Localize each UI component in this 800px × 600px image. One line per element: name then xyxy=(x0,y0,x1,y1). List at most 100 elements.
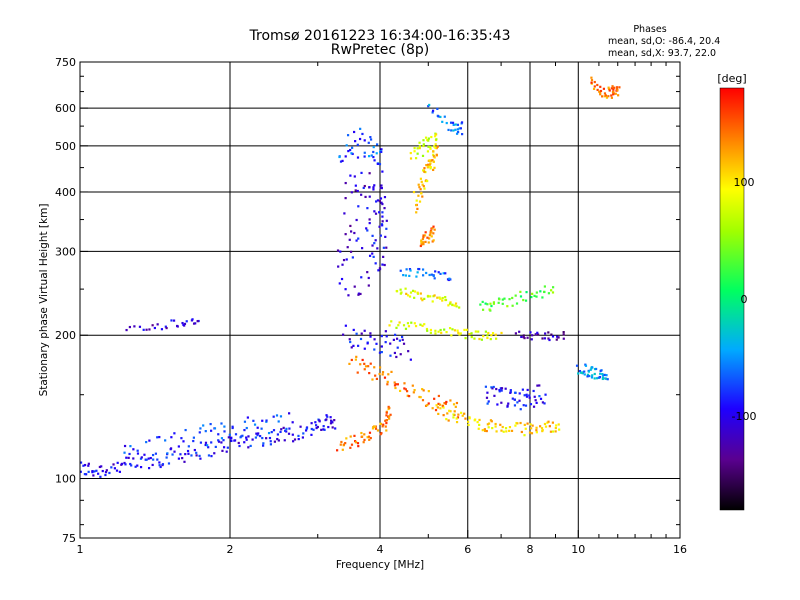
echo-point xyxy=(554,430,557,433)
echo-point xyxy=(538,395,541,398)
echo-point xyxy=(316,425,319,429)
echo-point xyxy=(171,453,174,456)
echo-point xyxy=(356,143,359,146)
echo-point xyxy=(605,374,608,377)
echo-point xyxy=(456,130,460,134)
echo-point xyxy=(521,388,524,391)
echo-point xyxy=(373,338,376,341)
echo-point xyxy=(269,440,272,443)
echo-point xyxy=(536,331,539,334)
echo-point xyxy=(158,435,161,439)
echo-point xyxy=(536,384,539,387)
echo-point xyxy=(610,87,613,90)
echo-point xyxy=(404,327,408,330)
echo-point xyxy=(424,136,428,139)
echo-point xyxy=(583,373,586,376)
echo-point xyxy=(419,396,422,399)
echo-point xyxy=(523,394,526,397)
echo-point xyxy=(420,239,423,242)
echo-point xyxy=(579,371,583,374)
echo-point xyxy=(378,163,382,166)
echo-point xyxy=(387,373,390,376)
echo-point xyxy=(350,346,353,349)
echo-point xyxy=(357,292,361,295)
x-tick-label: 2 xyxy=(227,543,234,556)
echo-point xyxy=(448,409,451,412)
echo-point xyxy=(297,437,300,441)
echo-point xyxy=(409,269,412,272)
echo-point xyxy=(221,449,224,452)
echo-point xyxy=(243,428,246,432)
echo-point xyxy=(439,115,442,119)
echo-point xyxy=(288,412,291,415)
echo-point xyxy=(262,442,265,445)
echo-point xyxy=(136,464,139,467)
echo-point xyxy=(430,230,433,233)
echo-point xyxy=(429,232,432,236)
echo-point xyxy=(452,403,456,406)
echo-point xyxy=(534,333,537,336)
echo-point xyxy=(511,304,514,307)
echo-point xyxy=(492,302,496,305)
echo-point xyxy=(421,183,424,186)
echo-point xyxy=(419,244,422,248)
echo-point xyxy=(344,197,347,200)
echo-point xyxy=(169,448,172,451)
echo-point xyxy=(423,234,427,237)
echo-point xyxy=(347,294,350,297)
echo-point xyxy=(353,285,356,288)
echo-point xyxy=(158,464,161,467)
echo-point xyxy=(147,467,151,470)
echo-point xyxy=(368,172,371,175)
echo-point xyxy=(272,415,275,418)
echo-point xyxy=(484,302,487,305)
echo-point xyxy=(421,324,424,327)
echo-point xyxy=(519,421,522,425)
echo-point xyxy=(516,401,519,404)
echo-point xyxy=(148,439,151,442)
echo-point xyxy=(500,401,503,404)
echo-point xyxy=(425,163,428,167)
echo-point xyxy=(530,295,533,299)
echo-point xyxy=(195,451,198,454)
echo-point xyxy=(601,373,604,376)
echo-point xyxy=(452,123,455,126)
echo-point xyxy=(423,187,426,190)
echo-point xyxy=(547,331,550,334)
echo-point xyxy=(432,225,435,228)
echo-point xyxy=(427,241,430,244)
echo-point xyxy=(363,139,366,142)
echo-point xyxy=(532,389,535,393)
echo-point xyxy=(345,144,348,147)
echo-point xyxy=(342,443,346,446)
echo-point xyxy=(375,152,378,155)
echo-point xyxy=(227,436,230,439)
echo-point xyxy=(389,354,392,357)
echo-point xyxy=(479,303,482,306)
echo-point xyxy=(543,337,547,340)
echo-point xyxy=(425,271,428,275)
echo-point xyxy=(381,215,384,218)
echo-point xyxy=(385,227,388,230)
echo-point xyxy=(357,205,360,208)
echo-point xyxy=(593,85,596,88)
echo-point xyxy=(551,291,555,294)
echo-point xyxy=(87,464,90,467)
echo-point xyxy=(353,175,356,178)
echo-point xyxy=(452,129,455,132)
echo-point xyxy=(288,427,291,430)
echo-point xyxy=(485,396,489,399)
echo-point xyxy=(543,402,546,405)
echo-point xyxy=(481,300,484,303)
echo-point xyxy=(269,443,272,446)
echo-point xyxy=(387,417,391,420)
echo-point xyxy=(192,439,195,443)
colorbar-tick-label: 100 xyxy=(734,176,755,189)
echo-point xyxy=(283,439,286,442)
echo-point xyxy=(584,363,587,366)
echo-point xyxy=(470,332,473,335)
echo-point xyxy=(445,418,448,421)
echo-point xyxy=(528,431,532,434)
echo-point xyxy=(357,293,360,296)
echo-point xyxy=(367,284,370,287)
